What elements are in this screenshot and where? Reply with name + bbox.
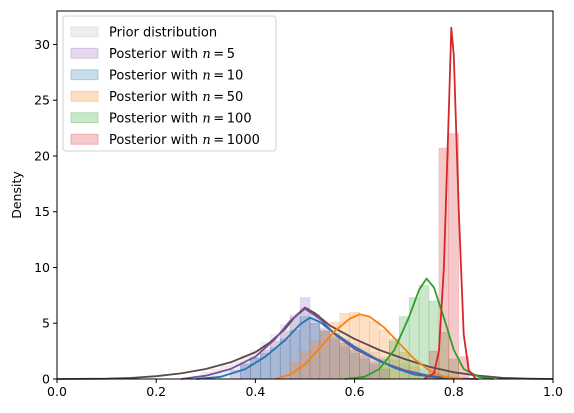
legend-swatch	[70, 69, 99, 81]
plot-frame	[56, 10, 554, 380]
y-tick-label: 25	[34, 93, 50, 108]
hist-bar	[240, 363, 251, 380]
x-tick-label: 1.0	[543, 384, 563, 399]
hist-bar	[270, 347, 281, 380]
legend-entry: Posterior with n = 100	[109, 111, 252, 126]
x-axis: 0.0 0.2 0.4 0.6 0.8 1.0	[47, 379, 563, 399]
kde-line	[274, 313, 464, 380]
legend: Prior distribution Posterior with n = 5 Po…	[62, 15, 277, 152]
y-tick-label: 15	[34, 204, 50, 219]
legend-entry: Posterior with n = 5	[109, 47, 235, 62]
y-tick-label: 30	[34, 37, 50, 52]
y-axis: 0 5 10 15 20 25 30	[34, 37, 57, 387]
hist-bar	[359, 316, 370, 380]
y-tick-label: 5	[42, 316, 50, 331]
kde-line	[344, 277, 494, 380]
histogram-bars	[200, 133, 469, 380]
x-tick-label: 0.4	[245, 384, 265, 399]
legend-swatch	[70, 90, 99, 102]
y-tick-label: 10	[34, 260, 50, 275]
legend-box	[62, 15, 277, 152]
x-tick-label: 0.6	[345, 384, 365, 399]
legend-swatch	[70, 112, 99, 124]
legend-swatch	[70, 47, 99, 59]
legend-entry: Posterior with n = 50	[109, 90, 243, 105]
kde-line	[56, 306, 554, 380]
legend-swatch	[70, 133, 99, 145]
hist-bar	[408, 297, 420, 380]
x-tick-label: 0.8	[444, 384, 464, 399]
kde-curves	[56, 26, 554, 380]
kde-line	[423, 26, 477, 380]
kde-line	[180, 307, 479, 380]
x-tick-label: 0.2	[146, 384, 166, 399]
hist-bar	[389, 338, 400, 380]
x-tick-label: 0.0	[47, 384, 67, 399]
y-axis-label: Density	[9, 171, 24, 219]
legend-entry: Posterior with n = 10	[109, 68, 243, 83]
legend-entry: Posterior with n = 1000	[109, 133, 260, 148]
legend-entry: Prior distribution	[109, 25, 217, 40]
legend-swatch	[70, 26, 99, 38]
hist-bar	[309, 340, 321, 380]
y-tick-label: 0	[42, 372, 50, 387]
hist-bar	[279, 338, 291, 380]
kde-line	[195, 316, 454, 380]
y-tick-label: 20	[34, 148, 50, 163]
